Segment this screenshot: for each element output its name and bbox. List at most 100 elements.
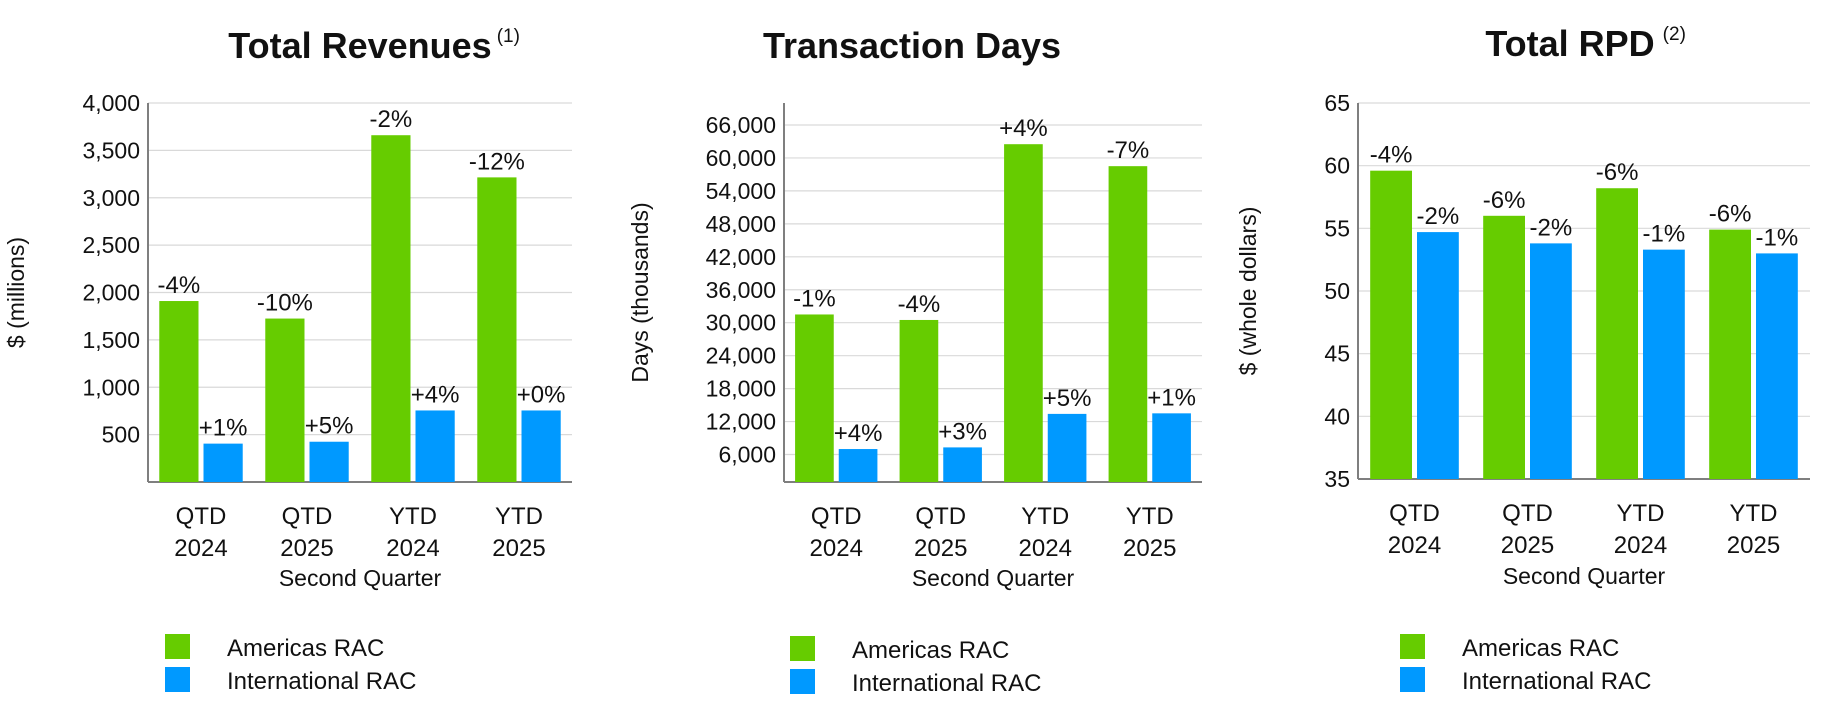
x-axis-title: Second Quarter xyxy=(279,565,442,591)
x-axis-title: Second Quarter xyxy=(1503,563,1666,589)
bar-international-1 xyxy=(1417,232,1459,479)
legend-label-international: International RAC xyxy=(227,668,416,695)
data-label: -7% xyxy=(1107,137,1150,164)
y-tick-label: 65 xyxy=(1324,90,1350,116)
chart-title: Transaction Days xyxy=(763,25,1061,66)
bar-international-4 xyxy=(1756,253,1798,479)
bar-international-3 xyxy=(1047,413,1087,482)
bar-americas-4 xyxy=(477,177,517,482)
data-label: -1% xyxy=(1643,221,1686,248)
y-axis-title: $ (whole dollars) xyxy=(1235,207,1261,376)
data-label: +5% xyxy=(1043,385,1092,412)
x-tick-label-line2: 2025 xyxy=(1123,535,1176,562)
x-tick-label-line1: YTD xyxy=(1730,500,1778,527)
data-label: -4% xyxy=(1370,142,1413,169)
x-axis-title: Second Quarter xyxy=(912,565,1075,591)
data-label: -6% xyxy=(1596,159,1639,186)
bar-international-1 xyxy=(203,443,243,482)
title-footnote-marker: (2) xyxy=(1663,24,1686,45)
legend-label-americas: Americas RAC xyxy=(227,635,384,662)
x-tick-label-line2: 2025 xyxy=(1727,532,1780,559)
chart-1: Total Revenues (1) 500 1,000 1,500 2,000 2,500… xyxy=(3,25,572,695)
y-tick-label: 12,000 xyxy=(706,409,776,435)
bar-americas-4 xyxy=(1709,229,1751,479)
legend-label-international: International RAC xyxy=(1462,668,1651,695)
data-label: -4% xyxy=(158,272,201,299)
legend-swatch-international xyxy=(1400,667,1425,692)
bar-americas-3 xyxy=(1596,188,1638,479)
legend-label-americas: Americas RAC xyxy=(852,637,1009,664)
bar-international-4 xyxy=(1152,413,1191,482)
data-label: -6% xyxy=(1709,201,1752,228)
bar-americas-1 xyxy=(159,301,199,482)
y-axis-title: Days (thousands) xyxy=(627,202,653,382)
y-tick-label: 48,000 xyxy=(706,211,776,237)
chart-title: Total RPD xyxy=(1485,23,1654,64)
y-tick-label: 45 xyxy=(1324,341,1350,367)
x-tick-label-line1: YTD xyxy=(1617,500,1665,527)
bar-international-4 xyxy=(521,410,561,482)
y-tick-label: 3,000 xyxy=(82,185,140,211)
chart-2: Transaction Days 6,000 12,000 18,000 24,000 3… xyxy=(627,25,1202,697)
legend-label-international: International RAC xyxy=(852,670,1041,697)
bar-americas-1 xyxy=(1370,170,1412,479)
y-tick-label: 36,000 xyxy=(706,277,776,303)
x-tick-label-line2: 2024 xyxy=(386,535,439,562)
x-tick-label-line1: YTD xyxy=(1126,503,1174,530)
y-axis-title: $ (millions) xyxy=(3,237,29,348)
y-tick-label: 2,500 xyxy=(82,232,140,258)
y-tick-label: 2,000 xyxy=(82,280,140,306)
bar-americas-2 xyxy=(1483,215,1525,480)
data-label: -2% xyxy=(1530,214,1573,241)
data-label: -6% xyxy=(1483,187,1526,214)
bar-americas-2 xyxy=(265,318,305,482)
legend: Americas RAC International RAC xyxy=(790,636,1041,697)
y-tick-label: 40 xyxy=(1324,403,1350,429)
x-tick-label-line1: QTD xyxy=(811,503,862,530)
y-tick-label: 3,500 xyxy=(82,137,140,163)
x-tick-label-line1: QTD xyxy=(1389,500,1440,527)
x-tick-label-line1: QTD xyxy=(282,503,333,530)
bar-americas-2 xyxy=(899,319,939,482)
title-footnote-marker: (1) xyxy=(497,26,520,47)
x-tick-label-line2: 2024 xyxy=(810,535,863,562)
x-tick-label-line1: YTD xyxy=(389,503,437,530)
y-tick-label: 55 xyxy=(1324,215,1350,241)
data-label: +1% xyxy=(199,415,248,442)
x-tick-label-line2: 2025 xyxy=(492,535,545,562)
data-label: +4% xyxy=(411,381,460,408)
legend-swatch-international xyxy=(165,667,190,692)
bar-international-2 xyxy=(1530,243,1572,479)
x-tick-label-line1: QTD xyxy=(176,503,227,530)
y-tick-label: 50 xyxy=(1324,278,1350,304)
data-label: -12% xyxy=(469,148,525,175)
legend: Americas RAC International RAC xyxy=(165,634,416,695)
x-tick-label-line2: 2024 xyxy=(1019,535,1072,562)
y-tick-label: 18,000 xyxy=(706,376,776,402)
bar-americas-3 xyxy=(1004,144,1043,482)
x-tick-label-line1: YTD xyxy=(495,503,543,530)
bar-international-2 xyxy=(943,447,982,482)
chart-title: Total Revenues xyxy=(228,25,491,66)
bar-international-3 xyxy=(1643,249,1685,479)
y-tick-label: 1,000 xyxy=(82,374,140,400)
legend-swatch-americas xyxy=(790,636,815,661)
data-label: +3% xyxy=(938,418,987,445)
y-tick-label: 35 xyxy=(1324,466,1350,492)
bar-americas-1 xyxy=(795,314,834,482)
y-tick-label: 54,000 xyxy=(706,178,776,204)
y-tick-label: 42,000 xyxy=(706,244,776,270)
bar-international-2 xyxy=(309,441,349,482)
x-tick-label-line2: 2025 xyxy=(914,535,967,562)
x-tick-label-line1: YTD xyxy=(1021,503,1069,530)
y-tick-label: 60,000 xyxy=(706,145,776,171)
legend-label-americas: Americas RAC xyxy=(1462,635,1619,662)
y-tick-label: 24,000 xyxy=(706,343,776,369)
x-tick-label-line2: 2024 xyxy=(1614,532,1667,559)
legend-swatch-americas xyxy=(1400,634,1425,659)
bar-international-3 xyxy=(415,410,455,482)
data-label: -4% xyxy=(898,291,941,318)
chart-3: Total RPD (2) 35 40 45 50 55 60 65 -4% -2% QTD 2024 -… xyxy=(1235,23,1810,695)
data-label: -2% xyxy=(370,106,413,133)
